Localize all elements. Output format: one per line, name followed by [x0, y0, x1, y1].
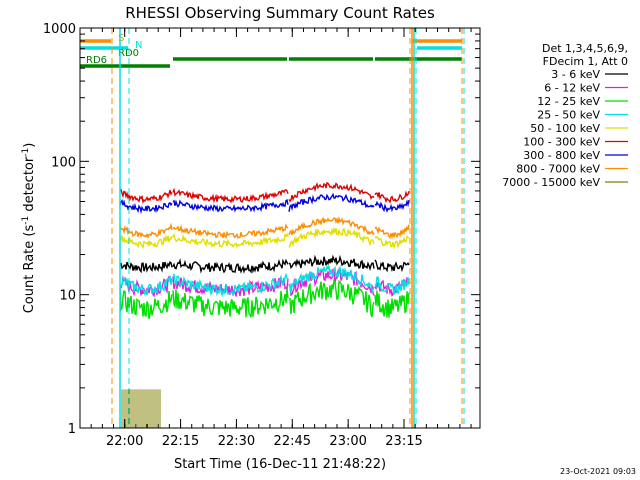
series-line-3: [172, 272, 289, 298]
x-tick-label: 23:15: [385, 434, 422, 449]
y-axis-label: Count Rate (s-1 detector-1): [21, 143, 37, 314]
series-line-3: [119, 275, 173, 297]
series-line-0: [172, 258, 289, 274]
series-line-6: [288, 192, 375, 212]
x-axis-label: Start Time (16-Dec-11 21:48:22): [174, 457, 386, 472]
flag-label-rd6: RD6: [86, 55, 107, 66]
flag-label-s: S: [118, 33, 124, 44]
legend-label: 3 - 6 keV: [551, 68, 600, 81]
legend-header-2: FDecim 1, Att 0: [543, 55, 628, 68]
series-line-2: [374, 290, 410, 318]
axes: 1 10 100 1000 22:00 22:15 22:30 22:45 23:00 23:15: [43, 22, 480, 449]
series-line-1: [172, 276, 289, 297]
legend-header-1: Det 1,3,4,5,6,9,: [542, 42, 628, 55]
y-tick-label: 10: [59, 289, 76, 304]
legend-label: 800 - 7000 keV: [516, 163, 600, 176]
legend: Det 1,3,4,5,6,9, FDecim 1, Att 0 3 - 6 k…: [502, 42, 628, 189]
y-tick-label: 1: [68, 422, 76, 437]
series-line-2: [172, 288, 289, 318]
series-line-0: [288, 254, 375, 271]
series-line-4: [288, 226, 375, 248]
legend-label: 7000 - 15000 keV: [502, 176, 600, 189]
series-line-4: [172, 232, 289, 249]
y-tick-label: 1000: [43, 22, 76, 37]
series-line-5: [374, 190, 410, 204]
series-line-5: [172, 187, 289, 204]
series-line-7: [288, 215, 375, 236]
series-line-0: [374, 259, 410, 273]
plot-frame: [79, 27, 481, 429]
chart-title: RHESSI Observing Summary Count Rates: [125, 4, 435, 22]
legend-label: 12 - 25 keV: [537, 95, 600, 108]
x-tick-label: 22:45: [274, 434, 311, 449]
x-tick-label: 22:15: [162, 434, 199, 449]
series-line-7: [374, 224, 410, 240]
x-tick-label: 22:30: [218, 434, 255, 449]
legend-label: 6 - 12 keV: [544, 82, 600, 95]
legend-label: 50 - 100 keV: [530, 122, 600, 135]
legend-label: 25 - 50 keV: [537, 109, 600, 122]
series-line-2: [288, 278, 375, 318]
series-line-7: [172, 223, 289, 239]
series-line-5: [288, 181, 375, 203]
series-line-0: [119, 260, 173, 274]
legend-label: 300 - 800 keV: [523, 149, 600, 162]
y-tick-label: 100: [51, 155, 76, 170]
x-tick-label: 22:00: [106, 434, 143, 449]
series-line-5: [119, 188, 173, 204]
series-line-2: [119, 288, 173, 320]
series-line-3: [288, 264, 375, 295]
series-line-6: [374, 199, 410, 213]
x-tick-label: 23:00: [329, 434, 366, 449]
legend-label: 100 - 300 keV: [523, 136, 600, 149]
series-line-4: [374, 235, 410, 250]
plot-area: SNRD0RD6: [80, 28, 465, 428]
footer-date: 23-Oct-2021 09:03: [560, 467, 636, 476]
flag-label-n: N: [135, 40, 142, 51]
series-line-6: [119, 199, 173, 215]
series-line-6: [172, 198, 289, 213]
series-line-3: [374, 276, 410, 295]
